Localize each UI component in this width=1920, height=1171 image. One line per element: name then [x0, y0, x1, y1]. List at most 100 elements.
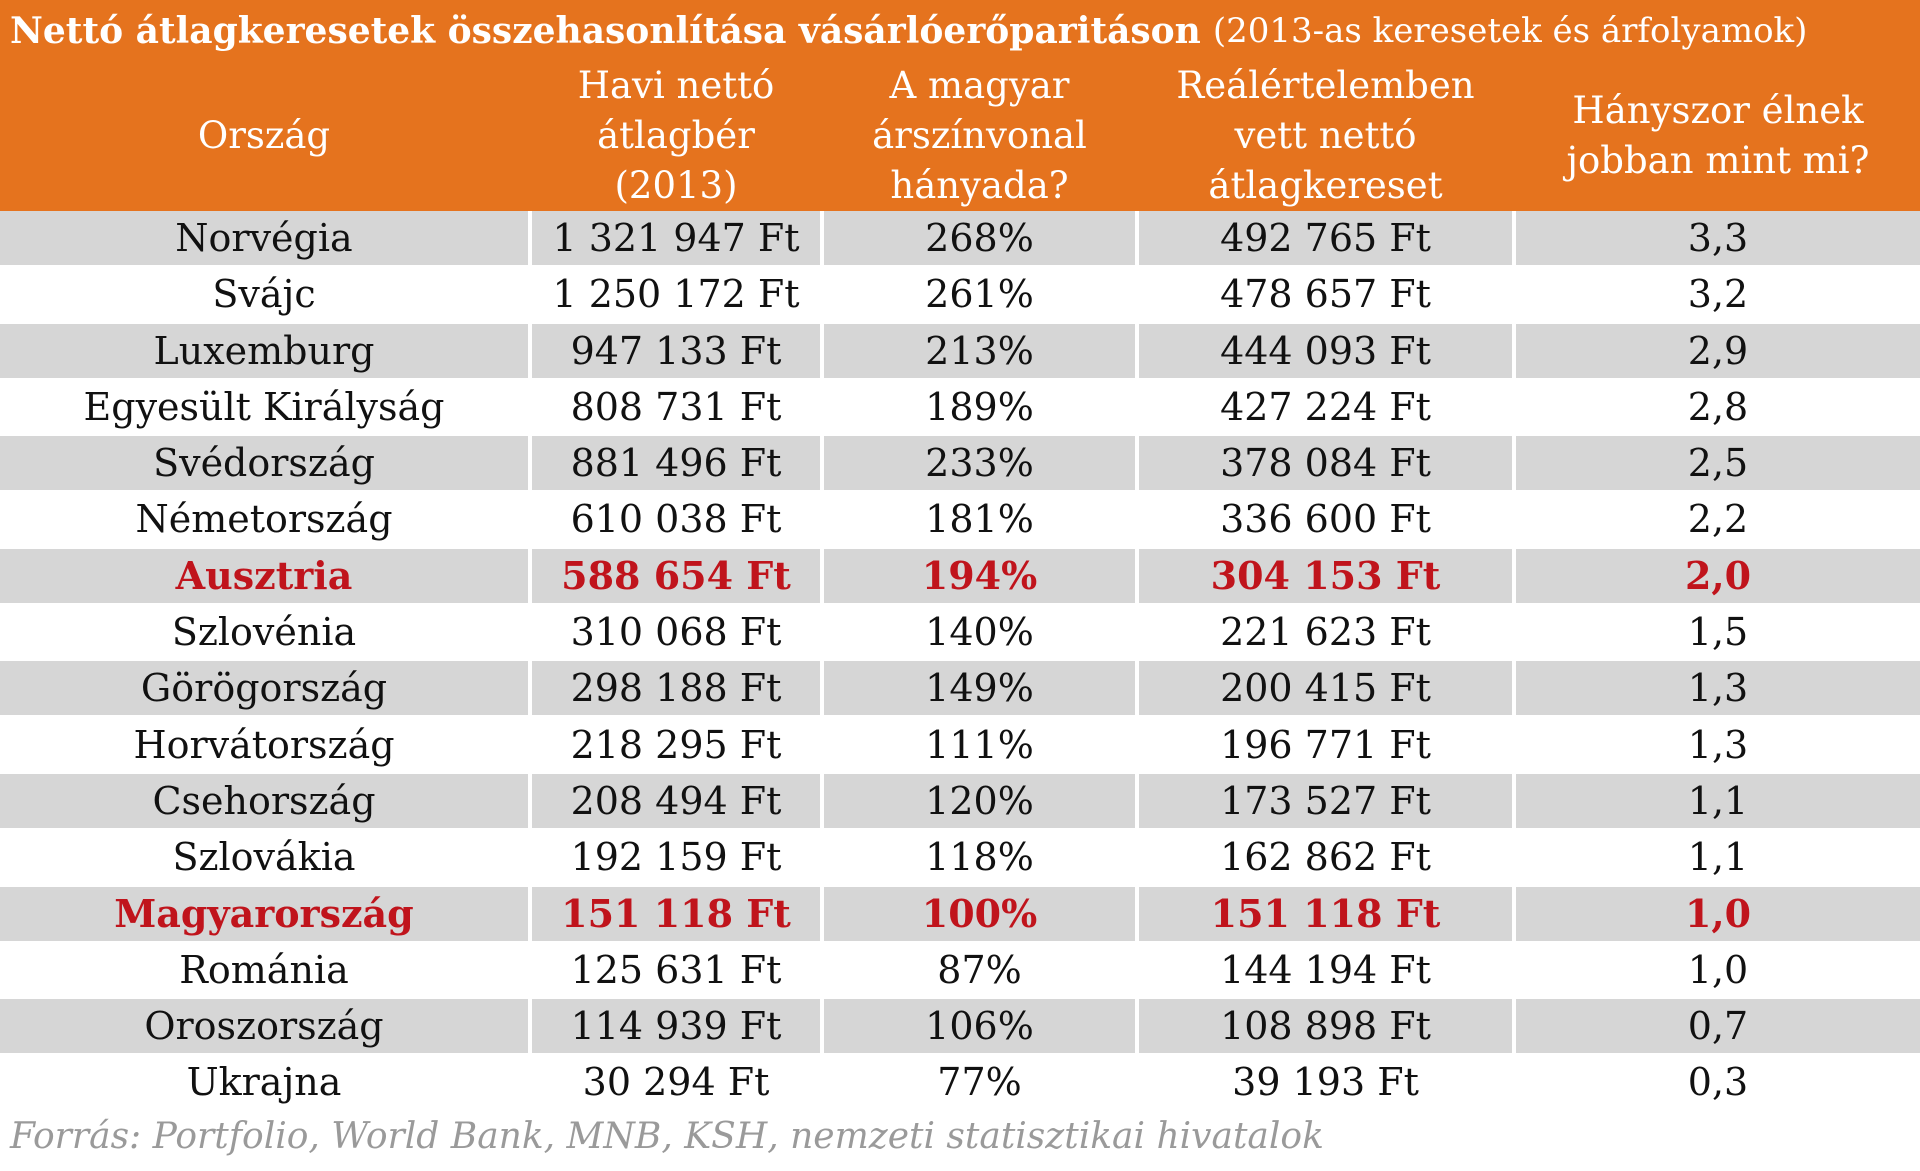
table-row: Románia 125 631 Ft 87% 144 194 Ft 1,0 — [0, 943, 1920, 999]
ratio-cell: 0,7 — [1516, 999, 1920, 1054]
real-wage-cell: 144 194 Ft — [1220, 947, 1431, 992]
table-row: Németország 610 038 Ft 181% 336 600 Ft 2,2 — [0, 492, 1920, 548]
table-row: Magyarország 151 118 Ft 100% 151 118 Ft 1,0 — [0, 886, 1920, 943]
table-row: Szlovénia 310 068 Ft 140% 221 623 Ft 1,5 — [0, 605, 1920, 661]
net-wage-cell: 192 159 Ft — [570, 835, 782, 880]
table-row: Luxemburg 947 133 Ft 213% 444 093 Ft 2,9 — [0, 323, 1920, 380]
source-note: Forrás: Portfolio, World Bank, MNB, KSH,… — [10, 1116, 1324, 1157]
real-wage-cell: 444 093 Ft — [1139, 323, 1512, 378]
real-wage-cell: 478 657 Ft — [1220, 272, 1431, 317]
country-cell: Ukrajna — [186, 1060, 342, 1105]
header-price-level: A magyar árszínvonal hányada? — [872, 64, 1087, 207]
price-level-cell: 233% — [824, 436, 1135, 491]
ratio-cell: 2,2 — [1687, 497, 1749, 542]
ratio-cell: 1,5 — [1687, 610, 1749, 655]
ratio-cell: 2,0 — [1516, 548, 1920, 603]
ratio-cell: 2,8 — [1687, 384, 1749, 429]
page-title: Nettó átlagkeresetek összehasonlítása vá… — [10, 9, 1201, 52]
country-cell: Németország — [135, 497, 393, 542]
net-wage-cell: 151 118 Ft — [532, 886, 820, 941]
price-level-cell: 118% — [925, 835, 1034, 880]
real-wage-cell: 196 771 Ft — [1220, 722, 1431, 767]
table-row: Ausztria 588 654 Ft 194% 304 153 Ft 2,0 — [0, 548, 1920, 605]
country-cell: Románia — [179, 947, 349, 992]
real-wage-cell: 108 898 Ft — [1139, 999, 1512, 1054]
net-wage-cell: 588 654 Ft — [532, 548, 820, 603]
table-row: Horvátország 218 295 Ft 111% 196 771 Ft 1,3 — [0, 718, 1920, 774]
real-wage-cell: 151 118 Ft — [1139, 886, 1512, 941]
country-cell: Szlovénia — [171, 610, 357, 655]
ratio-cell: 1,3 — [1687, 722, 1749, 767]
table-row: Csehország 208 494 Ft 120% 173 527 Ft 1,1 — [0, 773, 1920, 830]
ratio-cell: 3,2 — [1687, 272, 1749, 317]
country-cell: Görögország — [0, 661, 528, 716]
real-wage-cell: 221 623 Ft — [1220, 610, 1431, 655]
net-wage-cell: 310 068 Ft — [570, 610, 782, 655]
price-level-cell: 87% — [937, 947, 1022, 992]
net-wage-cell: 125 631 Ft — [570, 947, 782, 992]
net-wage-cell: 808 731 Ft — [570, 384, 782, 429]
ratio-cell: 2,5 — [1516, 436, 1920, 491]
real-wage-cell: 304 153 Ft — [1139, 548, 1512, 603]
ratio-cell: 3,3 — [1516, 211, 1920, 265]
real-wage-cell: 427 224 Ft — [1220, 384, 1431, 429]
table-row: Szlovákia 192 159 Ft 118% 162 862 Ft 1,1 — [0, 830, 1920, 886]
price-level-cell: 213% — [824, 323, 1135, 378]
country-cell: Horvátország — [133, 722, 395, 767]
table-row: Svédország 881 496 Ft 233% 378 084 Ft 2,5 — [0, 436, 1920, 492]
ratio-cell: 1,3 — [1516, 661, 1920, 716]
net-wage-cell: 30 294 Ft — [582, 1060, 770, 1105]
country-cell: Svédország — [0, 436, 528, 491]
price-level-cell: 268% — [824, 211, 1135, 265]
net-wage-cell: 114 939 Ft — [532, 999, 820, 1054]
net-wage-cell: 298 188 Ft — [532, 661, 820, 716]
price-level-cell: 140% — [925, 610, 1034, 655]
country-cell: Norvégia — [0, 211, 528, 265]
price-level-cell: 189% — [925, 384, 1034, 429]
price-level-cell: 181% — [925, 497, 1034, 542]
price-level-cell: 77% — [937, 1060, 1022, 1105]
table-body: Norvégia 1 321 947 Ft 268% 492 765 Ft 3,3 Svá… — [0, 211, 1920, 1112]
price-level-cell: 149% — [824, 661, 1135, 716]
net-wage-cell: 947 133 Ft — [532, 323, 820, 378]
table-header: Ország Havi nettó átlagbér (2013) A magy… — [0, 61, 1920, 211]
ratio-cell: 2,9 — [1516, 323, 1920, 378]
table-row: Svájc 1 250 172 Ft 261% 478 657 Ft 3,2 — [0, 267, 1920, 323]
country-cell: Egyesült Királyság — [83, 384, 445, 429]
table-row: Egyesült Királyság 808 731 Ft 189% 427 224 … — [0, 380, 1920, 436]
header-country: Ország — [197, 114, 331, 157]
title-bar: Nettó átlagkeresetek összehasonlítása vá… — [0, 0, 1920, 61]
country-cell: Svájc — [212, 272, 316, 317]
price-level-cell: 100% — [824, 886, 1135, 941]
ratio-cell: 1,1 — [1687, 835, 1749, 880]
price-level-cell: 194% — [824, 548, 1135, 603]
country-cell: Csehország — [0, 773, 528, 828]
real-wage-cell: 162 862 Ft — [1220, 835, 1431, 880]
ratio-cell: 1,0 — [1516, 886, 1920, 941]
price-level-cell: 120% — [824, 773, 1135, 828]
table-row: Görögország 298 188 Ft 149% 200 415 Ft 1,3 — [0, 661, 1920, 717]
table-row: Oroszország 114 939 Ft 106% 108 898 Ft 0,7 — [0, 999, 1920, 1055]
country-cell: Ausztria — [0, 548, 528, 603]
header-net-wage: Havi nettó átlagbér (2013) — [577, 64, 775, 207]
ratio-cell: 1,0 — [1687, 947, 1749, 992]
real-wage-cell: 173 527 Ft — [1139, 773, 1512, 828]
table-row: Norvégia 1 321 947 Ft 268% 492 765 Ft 3,3 — [0, 211, 1920, 267]
country-cell: Luxemburg — [0, 323, 528, 378]
net-wage-cell: 208 494 Ft — [532, 773, 820, 828]
net-wage-cell: 1 250 172 Ft — [552, 272, 800, 317]
net-wage-cell: 1 321 947 Ft — [532, 211, 820, 265]
real-wage-cell: 200 415 Ft — [1139, 661, 1512, 716]
net-wage-cell: 610 038 Ft — [570, 497, 782, 542]
country-cell: Szlovákia — [172, 835, 356, 880]
header-ratio: Hányszor élnek jobban mint mi? — [1566, 89, 1870, 182]
country-cell: Oroszország — [0, 999, 528, 1054]
real-wage-cell: 492 765 Ft — [1139, 211, 1512, 265]
header-real-wage: Reálértelemben vett nettó átlagkereset — [1176, 64, 1475, 207]
real-wage-cell: 336 600 Ft — [1220, 497, 1431, 542]
page-subtitle: (2013-as keresetek és árfolyamok) — [1212, 10, 1808, 51]
net-wage-cell: 881 496 Ft — [532, 436, 820, 491]
price-level-cell: 106% — [824, 999, 1135, 1054]
country-cell: Magyarország — [0, 886, 528, 941]
